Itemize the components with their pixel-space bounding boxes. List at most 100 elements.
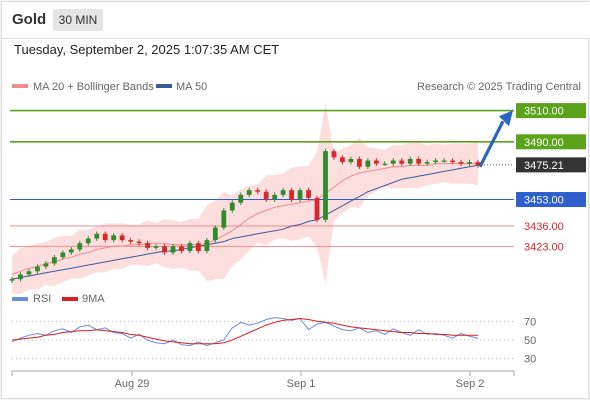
bollinger-bands [12, 103, 478, 295]
rsi-tick-70: 70 [524, 316, 536, 328]
candle-body [170, 246, 176, 253]
ma50-line [11, 164, 479, 280]
rsi-legend-swatch [12, 297, 28, 301]
candle-body [102, 233, 108, 241]
candle-body [348, 158, 354, 163]
candle-body [458, 162, 464, 164]
candle-body [280, 190, 286, 195]
moving-averages [11, 163, 479, 280]
main-legend: MA 20 + Bollinger Bands MA 50 Research ©… [12, 81, 581, 93]
timeframe-button[interactable]: 30 MIN [53, 9, 103, 31]
rsi-legend-label: RSI [33, 293, 51, 305]
rsi-ma-line [11, 317, 478, 345]
candle-body [145, 243, 150, 248]
candle-body [43, 263, 49, 267]
header-bar: Gold 30 MIN [2, 2, 590, 39]
candle-body [128, 240, 134, 242]
rsi-legend: RSI 9MA [12, 293, 105, 305]
candle-body [94, 233, 100, 239]
candle-body [272, 194, 278, 200]
level-tag-3510.00 [516, 103, 586, 119]
candle-body [323, 151, 328, 220]
projection-arrow-head [499, 110, 513, 127]
candle-body [111, 235, 117, 241]
candle-body [365, 160, 371, 167]
candle-body [424, 162, 430, 164]
candle-body [136, 241, 142, 244]
level-tag-3453.00 [516, 192, 586, 208]
candle-body [162, 246, 167, 253]
ma20-line [11, 163, 478, 275]
research-credit: Research © 2025 Trading Central [417, 81, 581, 93]
candle-body [196, 243, 201, 251]
candle-body [407, 158, 413, 164]
candle-body [229, 202, 235, 211]
ma50-legend-label: MA 50 [176, 81, 207, 93]
candle-body [153, 246, 159, 248]
x-axis: Aug 29 Sep 1 Sep 2 [11, 370, 515, 390]
candlesticks [9, 148, 481, 283]
candle-body [238, 194, 244, 203]
x-tick-label: Aug 29 [115, 378, 150, 390]
candle-body [416, 158, 422, 164]
level-tags: 3510.00 3490.00 3475.21 3453.00 3436.00 3423.… [516, 103, 586, 253]
candle-body [85, 238, 91, 244]
x-tick-label: Sep 2 [456, 378, 485, 390]
candle-body [26, 271, 32, 275]
candle-body [297, 190, 303, 200]
candle-body [373, 160, 379, 164]
candle-body [306, 190, 311, 198]
candle-body [390, 160, 396, 164]
rsi-ma-legend-label: 9MA [82, 293, 105, 305]
bollinger-band-area [12, 103, 478, 295]
ma20-legend-label: MA 20 + Bollinger Bands [33, 81, 154, 93]
level-label-3510.00: 3510.00 [524, 106, 564, 118]
candle-body [187, 243, 193, 251]
x-tick-label: Sep 1 [287, 378, 316, 390]
candle-body [399, 160, 405, 164]
key-levels [10, 109, 514, 247]
level-tag-3490.00 [516, 134, 586, 150]
candle-body [467, 162, 472, 164]
candle-body [35, 266, 40, 272]
rsi-ma-legend-swatch [62, 297, 78, 301]
candle-body [441, 160, 447, 162]
symbol-title: Gold [12, 11, 47, 28]
projection-arrow-shaft [478, 120, 505, 168]
candle-body [119, 235, 125, 241]
level-label-3436.00: 3436.00 [524, 221, 564, 233]
candle-body [314, 197, 320, 220]
candle-body [331, 151, 337, 158]
level-label-3490.00: 3490.00 [524, 137, 564, 149]
candle-body [60, 252, 66, 258]
rsi-tick-50: 50 [524, 335, 536, 347]
candle-body [433, 160, 439, 163]
candle-body [340, 157, 345, 163]
projection-arrow [478, 110, 513, 168]
level-label-3453.00: 3453.00 [524, 195, 564, 207]
candle-body [263, 191, 269, 200]
candle-body [9, 279, 15, 281]
ma20-legend-swatch [12, 84, 28, 88]
ma50-legend-swatch [156, 84, 172, 88]
candle-body [289, 190, 294, 200]
candle-body [255, 190, 261, 192]
rsi-panel: 70 50 30 [11, 316, 536, 366]
candle-body [68, 249, 74, 253]
candle-body [204, 240, 210, 251]
candle-body [179, 246, 184, 251]
candle-body [475, 162, 481, 166]
candle-body [356, 158, 362, 167]
timestamp: Tuesday, September 2, 2025 1:07:35 AM CE… [14, 42, 280, 57]
candle-body [221, 210, 227, 228]
candle-body [246, 190, 252, 195]
candle-body [212, 227, 218, 241]
level-label-3475.21: 3475.21 [524, 160, 564, 172]
candle-body [77, 243, 83, 250]
candle-body [51, 257, 57, 264]
level-tag-3475.21 [516, 157, 586, 173]
level-label-3423.00: 3423.00 [524, 241, 564, 253]
candle-body [382, 163, 388, 165]
rsi-tick-30: 30 [524, 354, 536, 366]
